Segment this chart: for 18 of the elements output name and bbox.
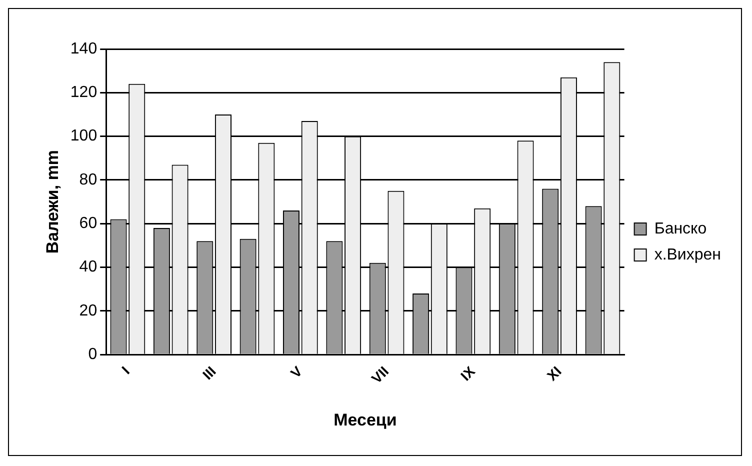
y-tick-label: 0 [88,346,98,364]
x-tick-label: XI [544,363,564,384]
x-tick-label: VII [368,363,392,387]
x-tick-label: IX [457,362,478,384]
x-tick-label: III [199,363,219,383]
x-tick-label: I [118,363,133,378]
y-tick-label: 20 [79,302,98,320]
legend-label: Банско [654,220,707,238]
y-tick-label: 80 [79,171,98,188]
y-axis-title: Валежи, mm [42,150,62,254]
legend-label: х.Вихрен [654,246,721,264]
y-tick-label: 60 [79,215,98,232]
y-tick-label: 100 [70,128,98,145]
y-tick-label: 120 [70,84,98,102]
x-tick-label: V [287,362,306,382]
y-tick-label: 140 [70,40,98,58]
y-tick-label: 40 [79,258,98,276]
x-axis-title: Месеци [334,410,397,430]
